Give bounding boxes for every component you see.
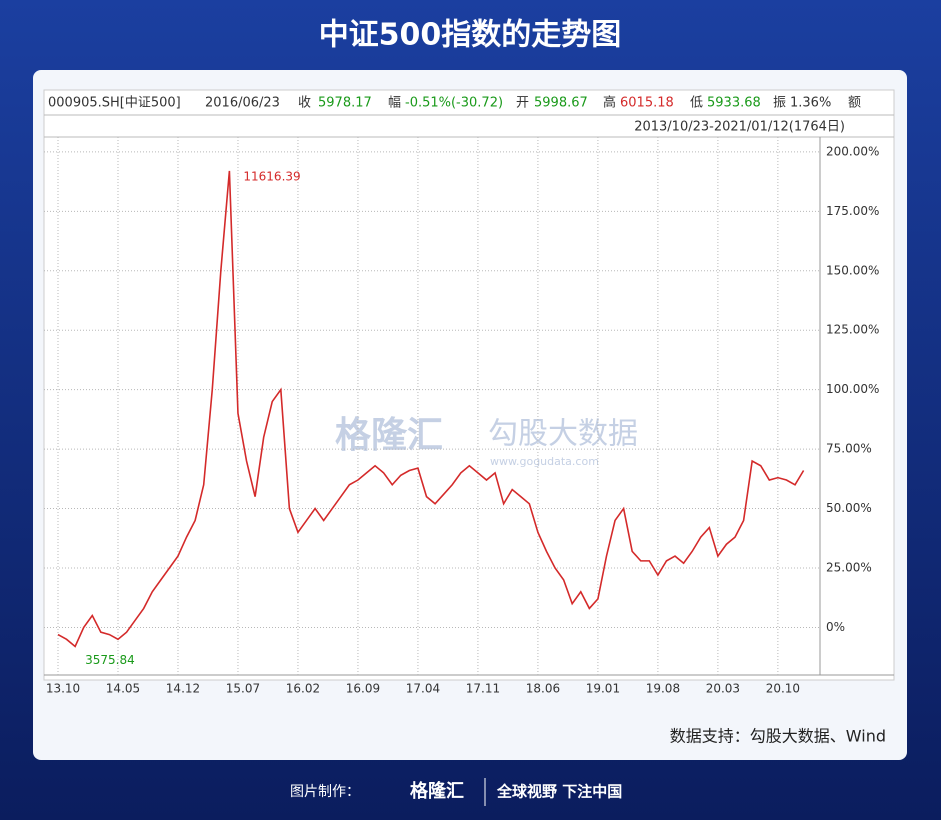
line (57, 170, 805, 648)
footer-label: 图片制作： (290, 784, 360, 800)
x-tick-label: 19.08 (646, 682, 680, 696)
x-tick-label: 14.05 (106, 682, 140, 696)
x-tick-label: 14.12 (166, 682, 200, 696)
watermark: 格隆汇 (335, 415, 443, 456)
header-item: 额 (848, 96, 861, 111)
x-tick-label: 17.11 (466, 682, 500, 696)
y-tick-label: 25.00% (826, 561, 872, 575)
x-tick-label: 20.03 (706, 682, 740, 696)
chart-frame (43, 89, 895, 681)
annotation: 11616.39 (243, 169, 300, 183)
header-item: -0.51%(-30.72) (405, 96, 503, 111)
header-item: 幅 (388, 96, 401, 111)
header-item: 1.36% (790, 96, 831, 111)
header-item: 2016/06/23 (205, 96, 280, 111)
annotation: 3575.84 (85, 653, 135, 667)
header-item: 6015.18 (620, 96, 674, 111)
y-tick-label: 0% (826, 620, 845, 634)
x-tick-label: 16.02 (286, 682, 320, 696)
header-item: 开 (516, 96, 529, 111)
y-tick-label: 175.00% (826, 204, 879, 218)
footer-slogan: 全球视野 下注中国 (496, 783, 622, 801)
header-item: 5933.68 (707, 96, 761, 111)
watermark: www.gogudata.com (490, 455, 599, 468)
x-tick-label: 18.06 (526, 682, 560, 696)
footer-brand: 格隆汇 (410, 780, 464, 802)
header-item: 收 (298, 96, 311, 111)
watermark: 勾股大数据 (488, 417, 638, 452)
header-item: 低 (690, 96, 703, 111)
y-tick-label: 200.00% (826, 144, 879, 158)
x-tick-label: 20.10 (766, 682, 800, 696)
header-item: 5998.67 (534, 96, 588, 111)
title: 中证500指数的走势图 (319, 18, 622, 53)
date-range: 2013/10/23-2021/01/12(1764日) (634, 120, 845, 135)
y-tick-label: 150.00% (826, 263, 879, 277)
y-tick-label: 75.00% (826, 442, 872, 456)
y-tick-label: 100.00% (826, 382, 879, 396)
x-tick-label: 19.01 (586, 682, 620, 696)
source: 数据支持：勾股大数据、Wind (670, 727, 886, 746)
x-tick-label: 16.09 (346, 682, 380, 696)
header: 000905.SH[中证500] 2016/06/23 收 5978.17 幅 -0.51… (48, 95, 861, 111)
y-tick-label: 125.00% (826, 323, 879, 337)
x-tick-label: 13.10 (46, 682, 80, 696)
y-tick-label: 50.00% (826, 501, 872, 515)
x-tick-label: 17.04 (406, 682, 440, 696)
header-item: 000905.SH[中证500] (48, 96, 181, 111)
header-item: 高 (603, 95, 616, 111)
x-tick-label: 15.07 (226, 682, 260, 696)
header-item: 5978.17 (318, 96, 372, 111)
header-item: 振 (773, 96, 786, 111)
